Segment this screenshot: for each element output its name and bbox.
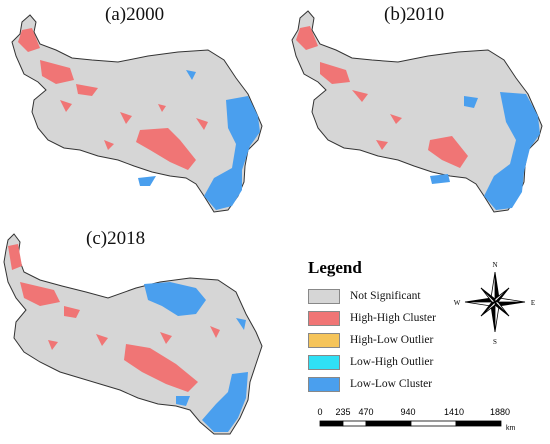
high-high-clusters xyxy=(8,244,220,392)
compass-south: S xyxy=(493,338,497,346)
legend: Legend Not Significant High-High Cluster… xyxy=(308,258,458,395)
map-panel-2018: (c)2018 xyxy=(0,222,280,444)
high-high-clusters xyxy=(296,26,468,168)
map-panel-2010: (b)2010 xyxy=(280,0,550,220)
low-low-clusters xyxy=(144,282,248,432)
panel-title: (c)2018 xyxy=(86,228,146,249)
scale-tick-label: 1880 xyxy=(489,407,511,417)
region-map xyxy=(11,14,263,213)
compass-west: W xyxy=(454,299,461,307)
map-panel-2000: (a)2000 xyxy=(0,0,270,220)
region-map xyxy=(291,10,543,213)
compass-east: E xyxy=(531,299,535,307)
scale-unit: km xyxy=(506,425,516,432)
legend-item: Low-Low Cluster xyxy=(308,373,458,395)
panel-title: (a)2000 xyxy=(105,4,165,25)
legend-swatch xyxy=(308,288,340,304)
region-map xyxy=(3,233,263,435)
legend-title: Legend xyxy=(308,258,362,277)
legend-item: Low-High Outlier xyxy=(308,351,458,373)
scale-tick-label: 235 xyxy=(335,407,351,417)
panel-title: (b)2010 xyxy=(384,4,445,25)
legend-swatch xyxy=(308,354,340,370)
scale-bar-labels: 0 235 470 940 1410 1880 xyxy=(312,407,532,421)
compass-north: N xyxy=(492,261,497,269)
legend-swatch xyxy=(308,376,340,392)
high-high-clusters xyxy=(18,28,208,170)
legend-label: High-Low Outlier xyxy=(350,334,434,346)
legend-item: High-Low Outlier xyxy=(308,329,458,351)
scale-tick-label: 470 xyxy=(358,407,374,417)
scale-tick-label: 1410 xyxy=(443,407,465,417)
low-low-clusters xyxy=(138,70,260,210)
legend-item: Not Significant xyxy=(308,285,458,307)
legend-label: Low-High Outlier xyxy=(350,356,434,368)
legend-item: High-High Cluster xyxy=(308,307,458,329)
low-low-clusters xyxy=(430,92,540,210)
scale-tick-label: 0 xyxy=(317,407,323,417)
legend-label: Low-Low Cluster xyxy=(350,378,433,390)
legend-label: Not Significant xyxy=(350,290,421,302)
compass-rose-icon: N S E W xyxy=(454,261,535,346)
legend-swatch xyxy=(308,310,340,326)
legend-swatch xyxy=(308,332,340,348)
legend-label: High-High Cluster xyxy=(350,312,436,324)
scale-bar: km xyxy=(319,420,516,432)
scale-tick-label: 940 xyxy=(400,407,416,417)
